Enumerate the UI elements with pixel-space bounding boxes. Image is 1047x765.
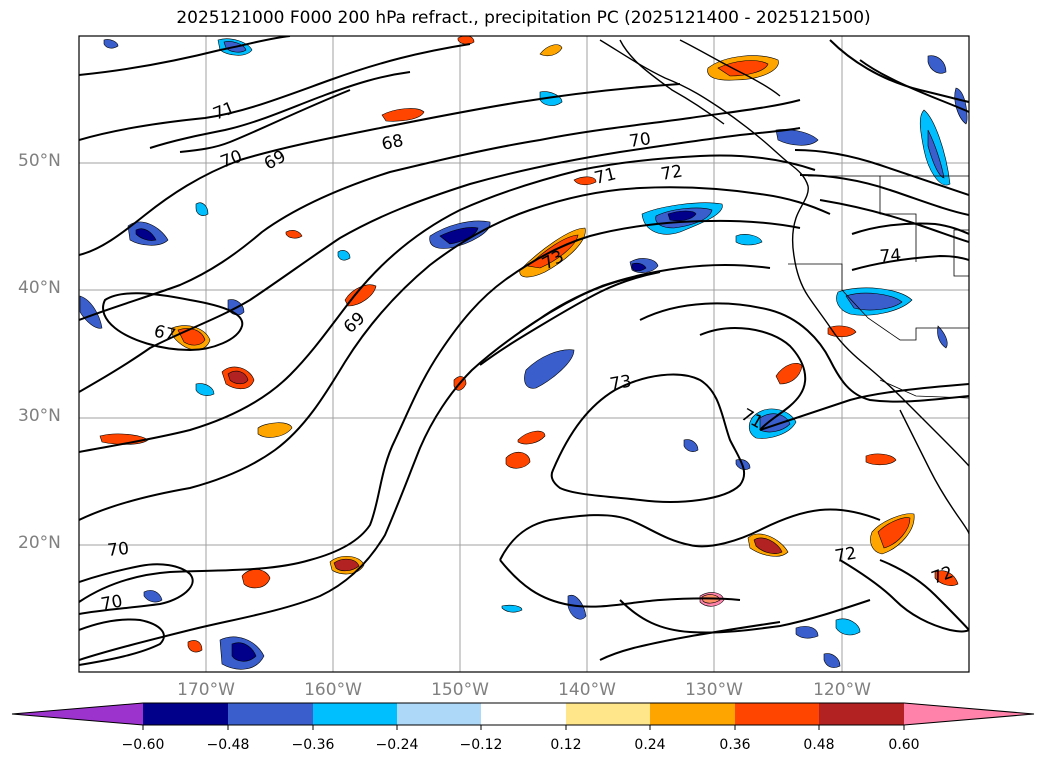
colorbar-extend-right	[904, 703, 1034, 725]
gridlines	[79, 36, 969, 672]
colorbar-segment	[313, 703, 397, 725]
lat-label: 50°N	[18, 151, 61, 171]
lon-label: 150°W	[431, 680, 489, 700]
colorbar-segment	[566, 703, 650, 725]
contour-label: 70	[106, 539, 130, 561]
colorbar-tick-label: 0.12	[550, 737, 582, 753]
contour-label: 70	[628, 129, 652, 152]
colorbar	[11, 702, 1035, 730]
colorbar-tick-label: −0.60	[121, 737, 165, 753]
contour-label: 72	[833, 543, 858, 566]
colorbar-segment	[397, 703, 481, 725]
lon-label: 160°W	[304, 680, 362, 700]
colorbar-tick-label: 0.48	[803, 737, 835, 753]
colorbar-segment	[735, 703, 819, 725]
map-background	[79, 36, 969, 672]
contour-label: 74	[879, 246, 902, 267]
colorbar-tick-label: −0.48	[206, 737, 250, 753]
contour-label: 70	[99, 591, 124, 614]
lat-label: 30°N	[18, 406, 61, 426]
colorbar-tick-label: −0.24	[375, 737, 419, 753]
colorbar-segment	[228, 703, 313, 725]
colorbar-tick-label: 0.24	[634, 737, 666, 753]
lon-label: 140°W	[558, 680, 616, 700]
colorbar-segment	[819, 703, 904, 725]
country-borders	[788, 175, 969, 399]
colorbar-tick-label: −0.36	[291, 737, 335, 753]
colorbar-segment	[481, 703, 566, 725]
colorbar-segment	[650, 703, 735, 725]
contour-label: 68	[380, 131, 405, 155]
colorbar-tick-label: 0.36	[719, 737, 751, 753]
precipitation-anomaly-fills	[79, 36, 968, 670]
lon-label: 170°W	[177, 680, 235, 700]
refractivity-contours	[79, 36, 969, 666]
colorbar-segment	[143, 703, 228, 725]
lat-label: 40°N	[18, 278, 61, 298]
map-frame	[78, 35, 970, 673]
coastlines	[599, 39, 969, 535]
chart-title: 2025121000 F000 200 hPa refract., precip…	[176, 8, 871, 28]
contour-label: 73	[608, 371, 633, 394]
lat-label: 20°N	[18, 533, 61, 553]
contour-label: 72	[659, 161, 684, 184]
colorbar-tick-label: −0.12	[459, 737, 503, 753]
colorbar-extend-left	[12, 703, 143, 725]
lon-label: 120°W	[813, 680, 871, 700]
lon-label: 130°W	[685, 680, 743, 700]
colorbar-tick-label: 0.60	[888, 737, 920, 753]
